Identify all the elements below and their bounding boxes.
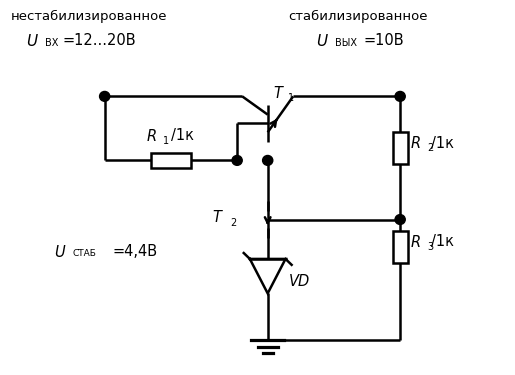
Bar xyxy=(150,153,191,168)
Text: ВХ: ВХ xyxy=(45,38,58,48)
Text: $\mathit{U}$: $\mathit{U}$ xyxy=(26,33,39,50)
Circle shape xyxy=(99,92,110,101)
Circle shape xyxy=(263,156,273,165)
Text: $\mathit{R}$: $\mathit{R}$ xyxy=(410,135,421,151)
Text: =4,4В: =4,4В xyxy=(112,244,158,259)
Circle shape xyxy=(395,92,405,101)
Text: 1: 1 xyxy=(163,136,169,146)
Text: ВЫХ: ВЫХ xyxy=(335,38,357,48)
Text: VD: VD xyxy=(289,274,311,289)
Text: 3: 3 xyxy=(427,242,433,252)
Text: нестабилизированное: нестабилизированное xyxy=(10,10,167,23)
Text: 1: 1 xyxy=(288,93,294,103)
Text: $\mathit{U}$: $\mathit{U}$ xyxy=(316,33,329,50)
Text: =10В: =10В xyxy=(364,33,404,48)
Bar xyxy=(392,132,408,164)
Text: =12...20В: =12...20В xyxy=(63,33,136,48)
Text: 2: 2 xyxy=(427,143,434,153)
Text: стабилизированное: стабилизированное xyxy=(288,10,427,23)
Text: $\mathit{U}$: $\mathit{U}$ xyxy=(54,244,66,260)
Text: /1к: /1к xyxy=(431,234,454,249)
Text: 2: 2 xyxy=(231,218,237,228)
Text: $\mathit{T}$: $\mathit{T}$ xyxy=(212,209,224,225)
Text: $\mathit{R}$: $\mathit{R}$ xyxy=(410,234,421,250)
Text: /1к: /1к xyxy=(431,136,454,151)
Bar xyxy=(392,231,408,262)
Text: $\mathit{T}$: $\mathit{T}$ xyxy=(273,85,285,101)
Text: СТАБ: СТАБ xyxy=(73,249,96,258)
Circle shape xyxy=(395,214,405,225)
Circle shape xyxy=(232,156,242,165)
Text: $\mathit{R}$: $\mathit{R}$ xyxy=(146,128,157,144)
Text: /1к: /1к xyxy=(171,128,194,143)
